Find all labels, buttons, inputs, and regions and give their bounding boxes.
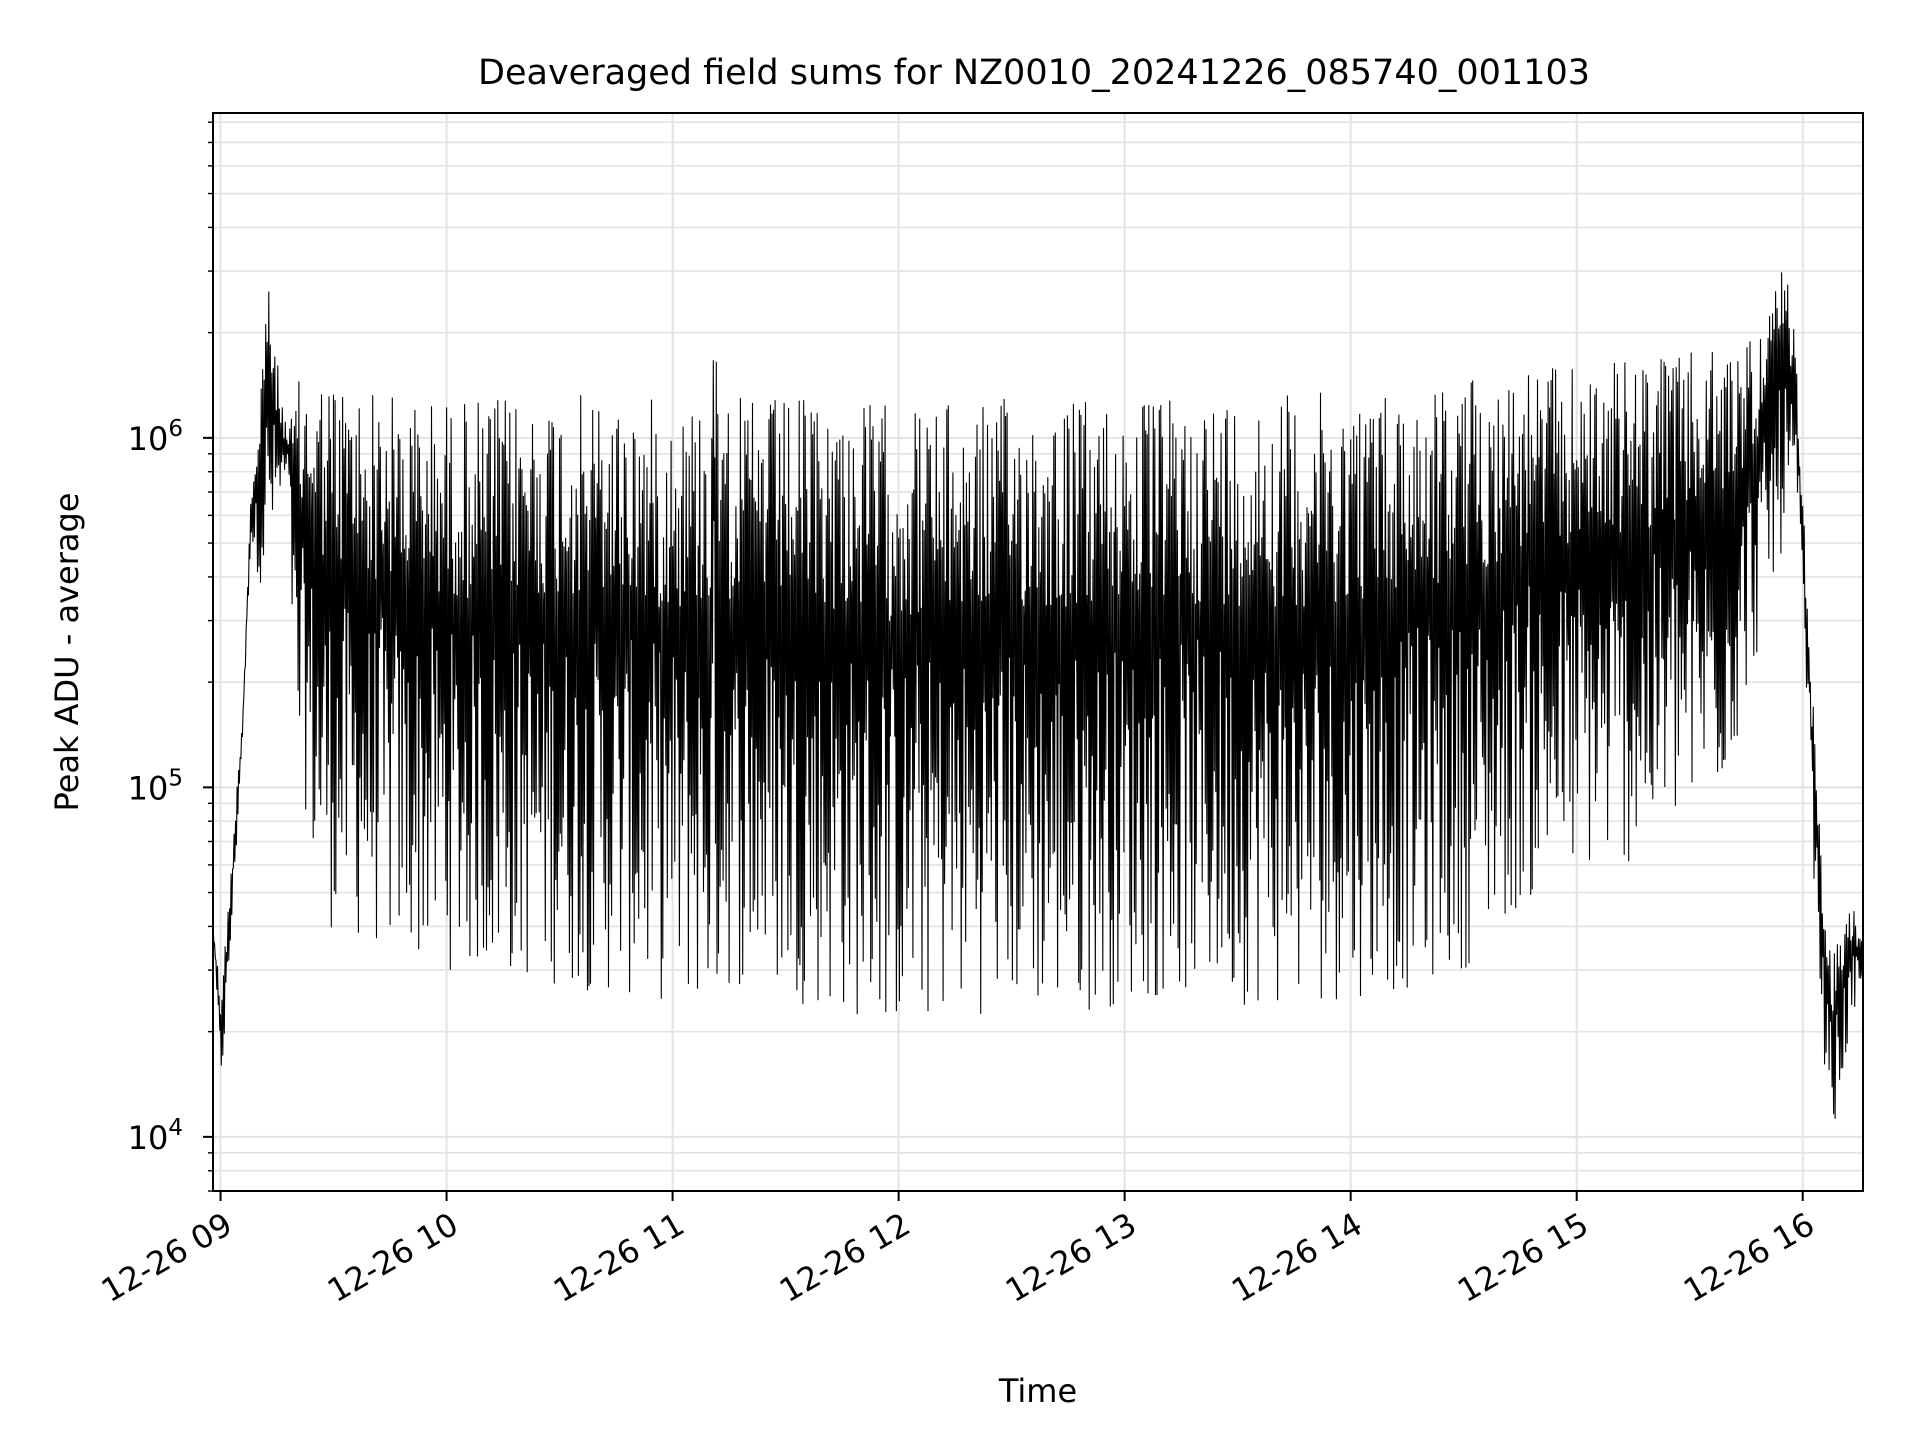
x-tick-label: 12-26 09 — [95, 1205, 239, 1310]
x-tick-label: 12-26 15 — [1451, 1205, 1595, 1310]
y-tick-label: 105 — [128, 765, 183, 807]
x-tick-label: 12-26 13 — [999, 1205, 1143, 1310]
x-tick-label: 12-26 12 — [773, 1205, 917, 1310]
data-line — [212, 272, 1863, 1119]
x-axis-ticks: 12-26 09 12-26 10 12-26 11 12-26 12 12-26 13… — [95, 1191, 1821, 1310]
y-axis-label: Peak ADU - average — [48, 493, 86, 812]
x-tick-label: 12-26 11 — [547, 1205, 691, 1310]
x-axis-label: Time — [998, 1372, 1077, 1410]
x-tick-label: 12-26 10 — [321, 1205, 465, 1310]
y-tick-label: 104 — [128, 1115, 183, 1157]
y-tick-label: 106 — [128, 416, 183, 458]
chart-title: Deaveraged field sums for NZ0010_2024122… — [478, 53, 1590, 93]
y-axis-ticks: 104 105 106 — [128, 121, 213, 1192]
data-line-layer — [212, 272, 1863, 1119]
x-tick-label: 12-26 14 — [1225, 1205, 1369, 1310]
plot-frame — [212, 112, 1864, 1192]
x-tick-label: 12-26 16 — [1677, 1205, 1821, 1310]
